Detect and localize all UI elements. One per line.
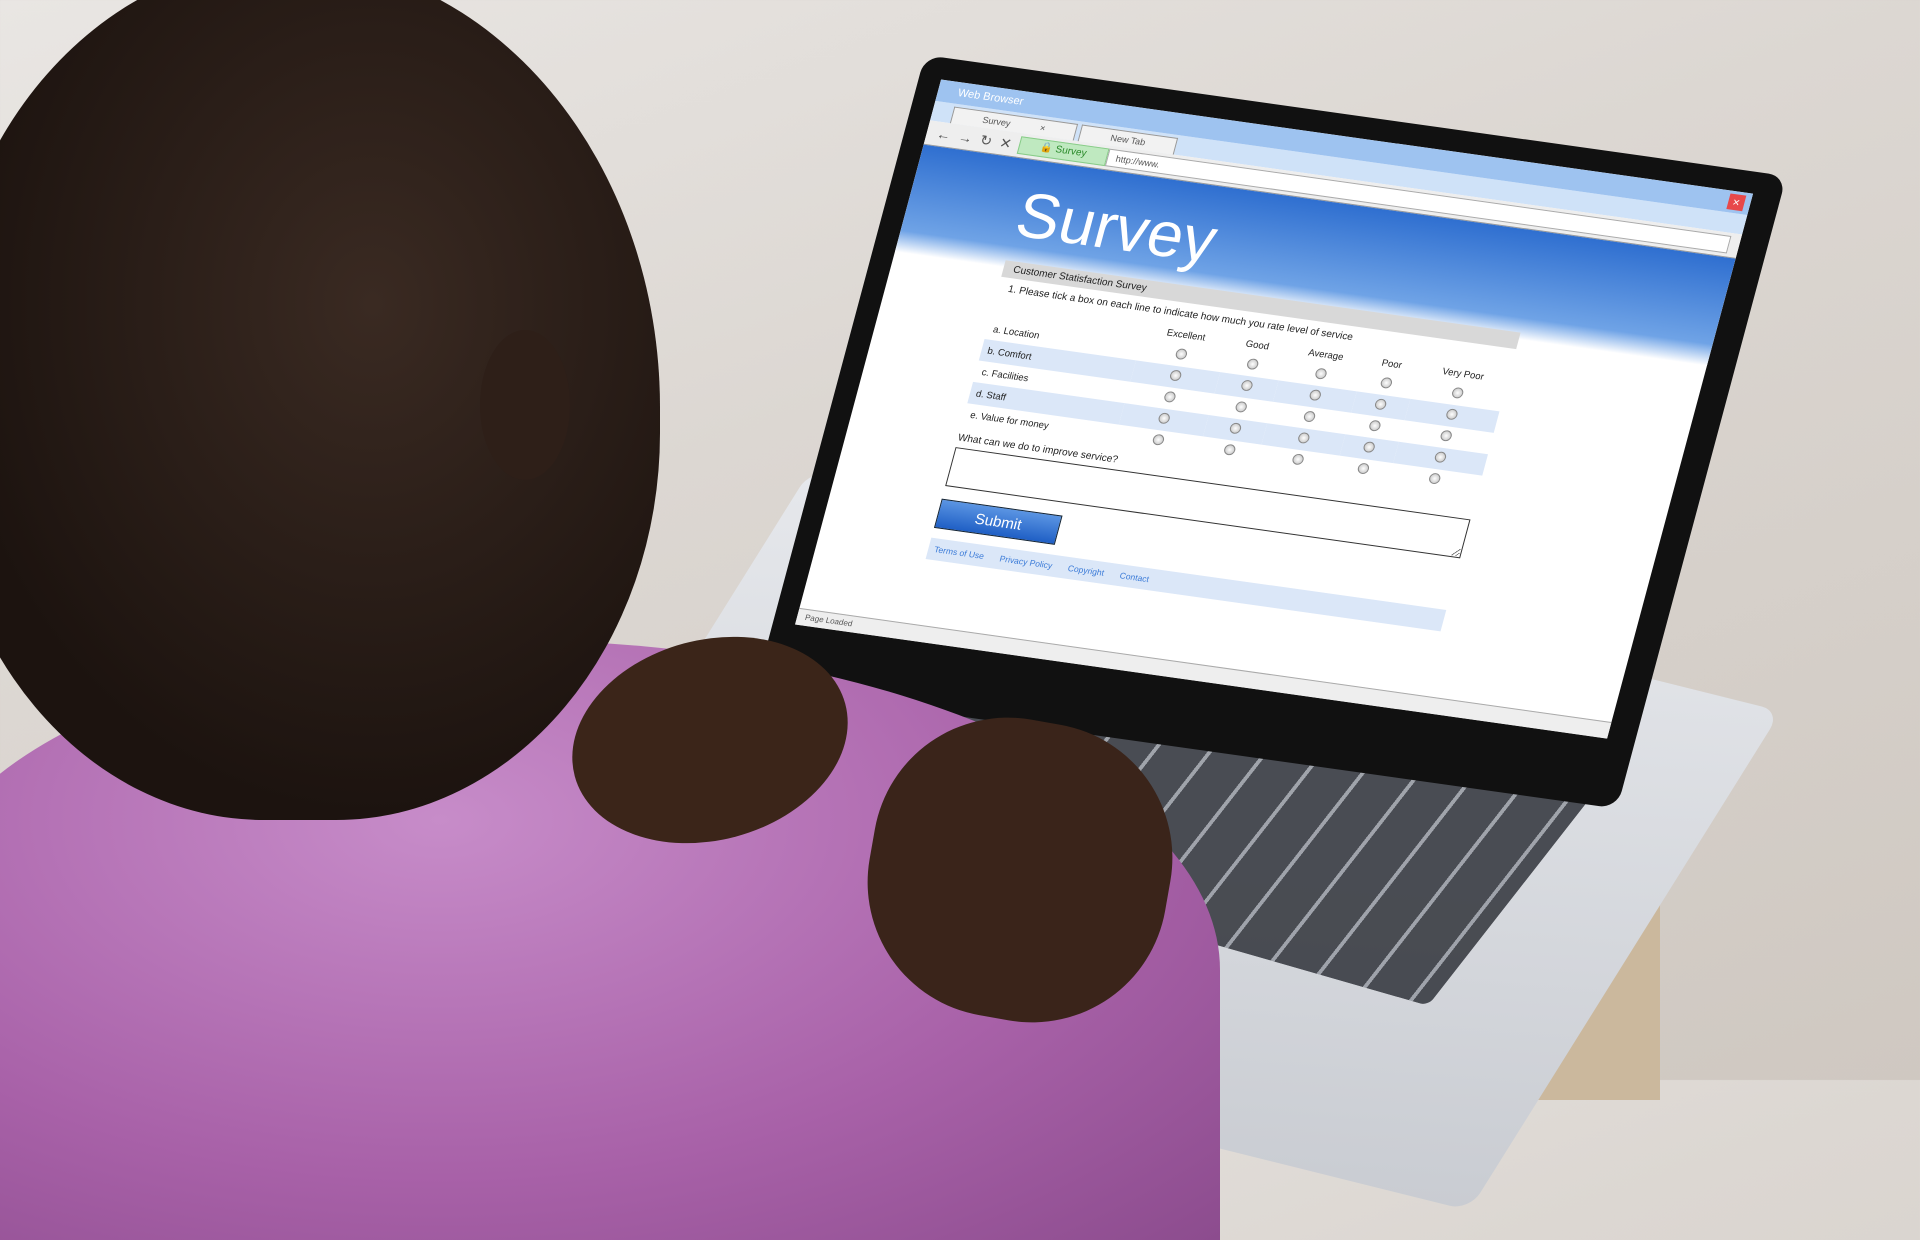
page-title: Survey bbox=[1008, 178, 1225, 277]
rating-radio[interactable] bbox=[1156, 412, 1171, 425]
tab-label: New Tab bbox=[1109, 132, 1147, 148]
reload-icon[interactable]: ↻ bbox=[978, 131, 995, 149]
rating-radio[interactable] bbox=[1374, 398, 1388, 411]
rating-radio[interactable] bbox=[1362, 441, 1377, 454]
rating-radio[interactable] bbox=[1379, 376, 1394, 390]
rating-radio[interactable] bbox=[1151, 433, 1166, 446]
rating-radio[interactable] bbox=[1445, 408, 1460, 421]
copyright-link[interactable]: Copyright bbox=[1066, 563, 1106, 578]
rating-radio[interactable] bbox=[1239, 379, 1254, 392]
rating-radio[interactable] bbox=[1228, 422, 1243, 435]
rating-radio[interactable] bbox=[1314, 367, 1328, 380]
rating-radio[interactable] bbox=[1428, 472, 1443, 485]
back-arrow-icon[interactable]: ← bbox=[934, 125, 953, 144]
close-tab-icon[interactable]: × bbox=[1038, 122, 1047, 134]
rating-radio[interactable] bbox=[1296, 431, 1311, 445]
rating-radio[interactable] bbox=[1439, 429, 1454, 442]
rating-radio[interactable] bbox=[1356, 462, 1371, 475]
privacy-link[interactable]: Privacy Policy bbox=[998, 553, 1054, 571]
laptop-lid: Web Browser × Survey × New Tab ← → ↻ ✕ 🔒 … bbox=[755, 55, 1787, 809]
terms-link[interactable]: Terms of Use bbox=[933, 544, 986, 561]
rating-radio[interactable] bbox=[1222, 443, 1237, 456]
lock-icon: 🔒 bbox=[1039, 142, 1055, 155]
rating-radio[interactable] bbox=[1245, 357, 1260, 371]
rating-radio[interactable] bbox=[1162, 390, 1177, 403]
laptop-screen: Web Browser × Survey × New Tab ← → ↻ ✕ 🔒 … bbox=[795, 79, 1754, 739]
contact-link[interactable]: Contact bbox=[1118, 570, 1151, 585]
tab-label: Survey bbox=[981, 114, 1012, 129]
forward-arrow-icon[interactable]: → bbox=[956, 128, 975, 147]
rating-radio[interactable] bbox=[1291, 453, 1305, 466]
rating-radio[interactable] bbox=[1451, 386, 1465, 400]
site-name: Survey bbox=[1054, 144, 1088, 160]
rating-radio[interactable] bbox=[1302, 410, 1317, 423]
window-title: Web Browser bbox=[956, 87, 1025, 108]
stop-icon[interactable]: ✕ bbox=[998, 134, 1014, 152]
rating-radio[interactable] bbox=[1308, 388, 1323, 402]
rating-radio[interactable] bbox=[1168, 369, 1183, 382]
rating-radio[interactable] bbox=[1174, 347, 1188, 361]
footer-links: Terms of Use Privacy Policy Copyright Co… bbox=[925, 537, 1447, 632]
rating-radio[interactable] bbox=[1368, 419, 1383, 432]
rating-radio[interactable] bbox=[1433, 451, 1448, 464]
rating-radio[interactable] bbox=[1234, 400, 1248, 414]
submit-button[interactable]: Submit bbox=[933, 498, 1063, 545]
close-window-button[interactable]: × bbox=[1726, 193, 1747, 212]
person-ear bbox=[480, 330, 570, 480]
